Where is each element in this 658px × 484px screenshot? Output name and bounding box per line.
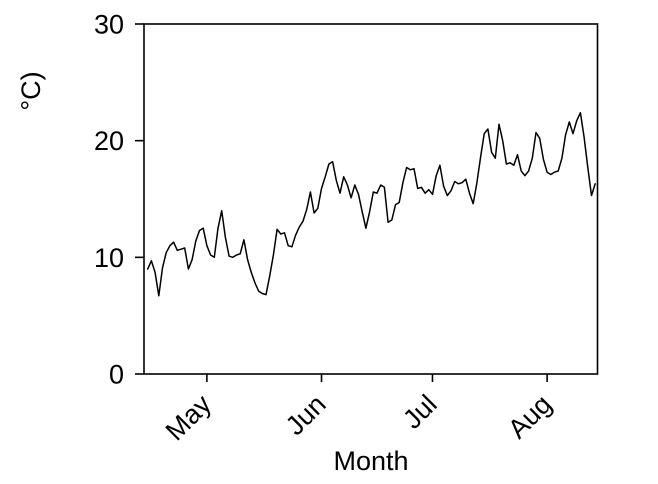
y-tick-label: 30 — [94, 10, 124, 40]
y-axis-title: °C) — [16, 71, 46, 110]
x-tick-label-may: May — [160, 389, 218, 447]
x-tick-label-jul: Jul — [397, 389, 443, 435]
y-tick-label: 0 — [109, 360, 124, 390]
x-tick-label-jun: Jun — [280, 389, 332, 441]
plot-frame — [143, 23, 599, 375]
temperature-series-line — [146, 111, 596, 297]
x-tick-label-aug: Aug — [502, 389, 557, 444]
y-tick-label: 20 — [94, 126, 124, 156]
y-tick-label: 10 — [94, 243, 124, 273]
x-axis-title: Month — [333, 446, 408, 476]
